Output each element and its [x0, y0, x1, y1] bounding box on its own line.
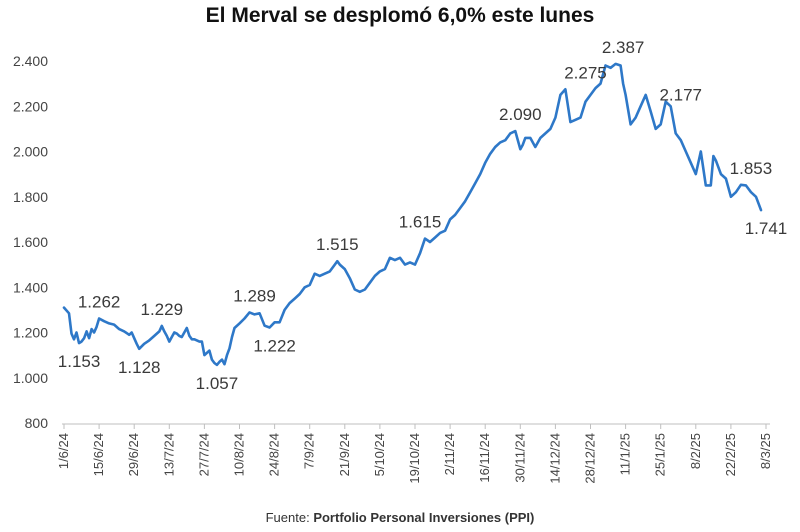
data-label: 1.229 — [141, 300, 184, 319]
y-tick-label: 1.200 — [13, 325, 48, 341]
data-label: 1.289 — [233, 286, 276, 305]
x-tick-label: 24/8/24 — [267, 433, 282, 476]
x-tick-label: 15/6/24 — [91, 433, 106, 476]
x-tick-label: 8/3/25 — [758, 433, 773, 469]
data-label: 2.387 — [602, 38, 645, 57]
x-tick-label: 16/11/24 — [477, 433, 492, 483]
x-tick-label: 22/2/25 — [723, 433, 738, 476]
x-tick-label: 7/9/24 — [302, 433, 317, 469]
data-label: 1.057 — [196, 374, 239, 393]
x-tick-label: 29/6/24 — [126, 433, 141, 476]
x-tick-label: 25/1/25 — [653, 433, 668, 476]
x-tick-label: 27/7/24 — [196, 433, 211, 476]
x-tick-label: 5/10/24 — [372, 433, 387, 476]
data-labels: 1.153 1.262 1.128 1.229 1.057 1.289 1.222 1.515… — [58, 38, 788, 393]
y-tick-label: 800 — [25, 415, 49, 431]
data-label: 1.128 — [118, 358, 161, 377]
x-tick-label: 28/12/24 — [583, 433, 598, 484]
x-tick-label: 11/1/25 — [618, 433, 633, 475]
source-prefix: Fuente: — [265, 510, 314, 525]
y-tick-label: 1.400 — [13, 279, 48, 295]
data-label: 1.615 — [399, 213, 442, 232]
y-tick-label: 1.000 — [13, 370, 48, 386]
x-tick-label: 8/2/25 — [688, 433, 703, 469]
y-tick-label: 1.600 — [13, 234, 48, 250]
data-label: 2.177 — [659, 85, 702, 104]
y-tick-label: 2.000 — [13, 144, 48, 160]
data-label: 1.262 — [78, 292, 121, 311]
x-tick-label: 10/8/24 — [232, 433, 247, 476]
x-tick-label: 30/11/24 — [512, 433, 527, 483]
x-tick-label: 21/9/24 — [337, 433, 352, 476]
x-tick-label: 19/10/24 — [407, 433, 422, 484]
x-axis: 1/6/24 15/6/24 29/6/24 13/7/24 27/7/24 10/8/2… — [56, 423, 773, 484]
y-tick-label: 1.800 — [13, 189, 48, 205]
source-note: Fuente: Portfolio Personal Inversiones (… — [0, 510, 800, 525]
data-label: 1.222 — [253, 337, 296, 356]
chart-title: El Merval se desplomó 6,0% este lunes — [205, 4, 595, 27]
x-tick-label: 1/6/24 — [56, 433, 71, 469]
data-label: 1.853 — [730, 159, 773, 178]
data-label: 2.275 — [564, 63, 607, 82]
series-group — [62, 62, 763, 367]
x-tick-label: 13/7/24 — [161, 433, 176, 476]
y-tick-label: 2.200 — [13, 98, 48, 114]
series-line-merval — [62, 62, 763, 367]
data-label: 2.090 — [499, 105, 542, 124]
data-label: 1.153 — [58, 352, 101, 371]
data-label: 1.741 — [745, 219, 788, 238]
y-axis: 800 1.000 1.200 1.400 1.600 1.800 2.000 2.200 2.… — [13, 53, 48, 431]
data-label: 1.515 — [316, 235, 359, 254]
x-tick-label: 2/11/24 — [442, 433, 457, 475]
y-tick-label: 2.400 — [13, 53, 48, 69]
source-name: Portfolio Personal Inversiones (PPI) — [313, 510, 535, 525]
x-tick-label: 14/12/24 — [547, 433, 562, 484]
